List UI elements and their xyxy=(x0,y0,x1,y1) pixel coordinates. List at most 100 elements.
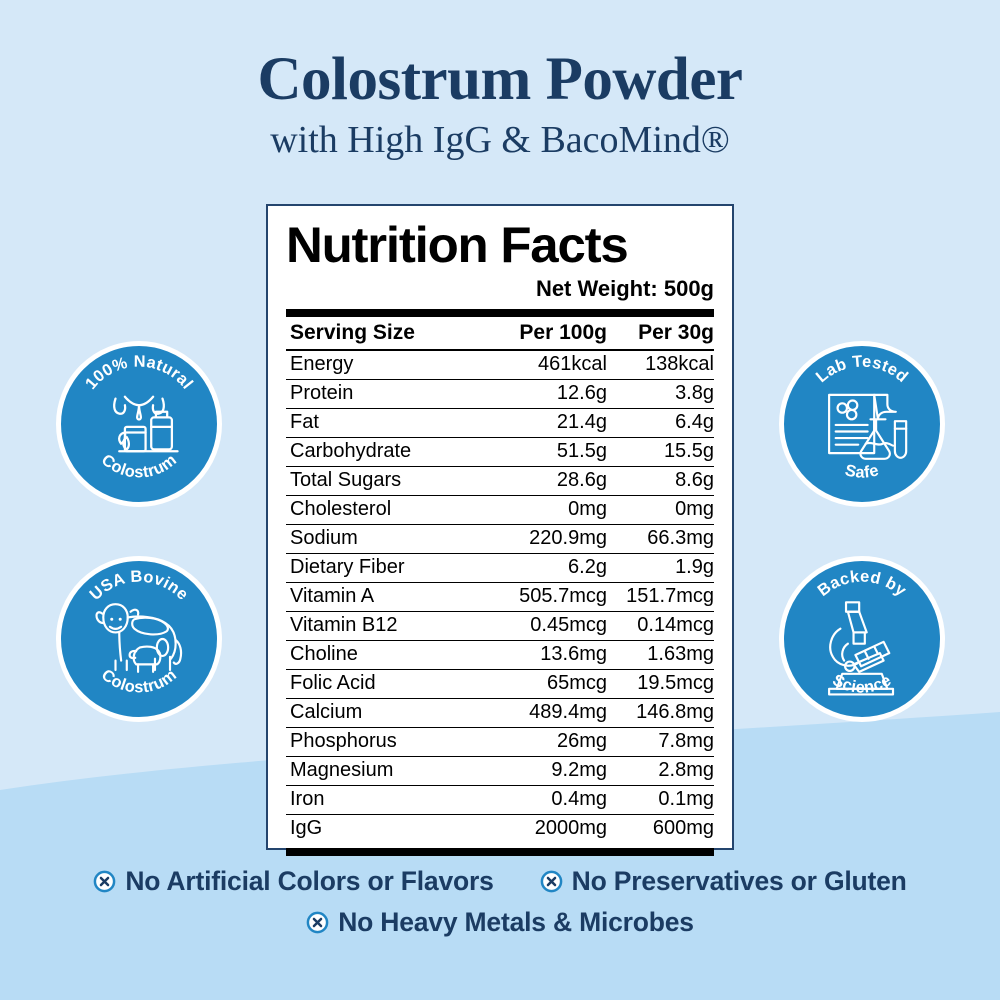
page-title: Colostrum Powder xyxy=(257,46,743,113)
table-row: Vitamin B12 0.45mcg 0.14mcg xyxy=(286,611,714,641)
cell-per-30g: 8.6g xyxy=(606,466,714,496)
badge-usa-bovine-colostrum: USA Bovine Colostrum xyxy=(56,556,222,722)
table-row: Calcium 489.4mg 146.8mg xyxy=(286,698,714,728)
badge-natural-top-text: 100% Natural xyxy=(82,353,197,393)
cell-name: Total Sugars xyxy=(286,466,483,496)
table-row: Dietary Fiber 6.2g 1.9g xyxy=(286,553,714,583)
cell-per-100g: 505.7mcg xyxy=(482,582,607,612)
cell-name: Iron xyxy=(286,785,483,815)
table-header-row: Serving Size Per 100g Per 30g xyxy=(286,319,714,351)
cell-per-100g: 65mcg xyxy=(482,669,607,699)
claims-row-1: No Artificial Colors or Flavors No Preser… xyxy=(0,866,1000,897)
claim-text: No Preservatives or Gluten xyxy=(571,866,907,896)
badge-natural-bottom-text: Colostrum xyxy=(98,451,180,482)
page-subtitle: with High IgG & BacoMind® xyxy=(270,119,730,162)
badge-100-percent-natural-colostrum: 100% Natural Colostrum xyxy=(56,341,222,507)
cell-per-100g: 13.6mg xyxy=(482,640,607,670)
cell-name: Calcium xyxy=(286,698,483,728)
table-row: Vitamin A 505.7mcg 151.7mcg xyxy=(286,582,714,612)
footer-divider-rule xyxy=(286,848,714,856)
column-header-serving-size: Serving Size xyxy=(286,319,483,351)
badge-natural-graphic: 100% Natural Colostrum xyxy=(82,353,197,482)
table-row: Magnesium 9.2mg 2.8mg xyxy=(286,756,714,786)
cell-per-100g: 6.2g xyxy=(482,553,607,583)
table-row: Fat 21.4g 6.4g xyxy=(286,408,714,438)
cell-name: Energy xyxy=(286,350,483,380)
table-row: Folic Acid 65mcg 19.5mcg xyxy=(286,669,714,699)
net-weight-label: Net Weight: 500g xyxy=(535,276,714,301)
lab-report-flask-icon xyxy=(828,393,908,460)
badge-science-graphic: Backed by Science xyxy=(814,568,910,697)
table-row: Iron 0.4mg 0.1mg xyxy=(286,785,714,815)
table-body: Energy 461kcal 138kcal Protein 12.6g 3.8g Fat 2… xyxy=(286,350,714,843)
circled-x-icon xyxy=(93,870,116,893)
cell-per-30g: 2.8mg xyxy=(606,756,714,786)
badge-lab-graphic: Lab Tested Safe xyxy=(813,353,912,482)
claim-text: No Artificial Colors or Flavors xyxy=(125,866,494,896)
cell-name: Carbohydrate xyxy=(286,437,483,467)
cell-name: Folic Acid xyxy=(286,669,483,699)
cell-per-100g: 0.4mg xyxy=(482,785,607,815)
badge-bovine-top-text: USA Bovine xyxy=(86,568,192,604)
milk-jug-udder-icon xyxy=(113,395,179,453)
background-bottom-band xyxy=(0,712,1000,1000)
cell-per-100g: 0mg xyxy=(482,495,607,525)
table-row: IgG 2000mg 600mg xyxy=(286,815,714,844)
cell-name: Vitamin B12 xyxy=(286,611,483,641)
cell-name: Dietary Fiber xyxy=(286,553,483,583)
badge-lab-tested-safe: Lab Tested Safe xyxy=(779,341,945,507)
cow-and-calf-icon xyxy=(95,603,183,673)
cell-name: Protein xyxy=(286,379,483,409)
table-row: Carbohydrate 51.5g 15.5g xyxy=(286,437,714,467)
cell-per-100g: 9.2mg xyxy=(482,756,607,786)
claims-row-2: No Heavy Metals & Microbes xyxy=(0,907,1000,938)
cell-per-30g: 1.9g xyxy=(606,553,714,583)
cell-per-100g: 489.4mg xyxy=(482,698,607,728)
cell-name: Choline xyxy=(286,640,483,670)
cell-per-30g: 3.8g xyxy=(606,379,714,409)
cell-per-100g: 26mg xyxy=(482,727,607,757)
cell-per-30g: 7.8mg xyxy=(606,727,714,757)
cell-per-100g: 0.45mcg xyxy=(482,611,607,641)
cell-name: IgG xyxy=(290,817,323,839)
page-header: Colostrum Powder with High IgG & BacoMin… xyxy=(0,48,1000,165)
cell-per-30g: 15.5g xyxy=(606,437,714,467)
claim-item: No Heavy Metals & Microbes xyxy=(306,907,694,938)
nutrition-facts-card: Nutrition Facts Net Weight: 500g Serving… xyxy=(266,204,734,856)
table-row: Total Sugars 28.6g 8.6g xyxy=(286,466,714,496)
cell-per-100g: 461kcal xyxy=(482,350,607,380)
cell-per-100g: 21.4g xyxy=(482,408,607,438)
nutrition-facts-title: Nutrition Facts xyxy=(286,217,629,273)
header-divider-rule xyxy=(286,309,714,317)
cell-per-100g: 12.6g xyxy=(482,379,607,409)
cell-name: Cholesterol xyxy=(286,495,483,525)
table-row: Cholesterol 0mg 0mg xyxy=(286,495,714,525)
claim-item: No Artificial Colors or Flavors xyxy=(93,866,494,897)
microscope-icon xyxy=(828,601,895,696)
badge-science-top-text: Backed by xyxy=(814,568,910,601)
table-row: Phosphorus 26mg 7.8mg xyxy=(286,727,714,757)
table-header: Serving Size Per 100g Per 30g xyxy=(286,319,714,351)
cell-per-100g: 2000mg xyxy=(534,817,607,839)
cell-name: Vitamin A xyxy=(286,582,483,612)
cell-per-30g: 6.4g xyxy=(606,408,714,438)
cell-per-30g: 0mg xyxy=(606,495,714,525)
badge-bovine-graphic: USA Bovine Colostrum xyxy=(86,568,192,697)
cell-per-30g: 1.63mg xyxy=(606,640,714,670)
nutrition-facts-table: Serving Size Per 100g Per 30g Energy 461k… xyxy=(286,319,714,843)
badge-lab-top-text: Lab Tested xyxy=(813,353,912,387)
badge-lab-bottom-text: Safe xyxy=(843,461,881,482)
cell-per-30g: 138kcal xyxy=(606,350,714,380)
cell-per-30g: 151.7mcg xyxy=(606,582,714,612)
column-header-per-30g: Per 30g xyxy=(606,319,714,351)
cell-per-30g: 19.5mcg xyxy=(606,669,714,699)
cell-per-30g: 0.1mg xyxy=(606,785,714,815)
cell-per-100g: 28.6g xyxy=(482,466,607,496)
table-row: Choline 13.6mg 1.63mg xyxy=(286,640,714,670)
cell-name: Magnesium xyxy=(286,756,483,786)
column-header-per-100g: Per 100g xyxy=(482,319,607,351)
table-row: Sodium 220.9mg 66.3mg xyxy=(286,524,714,554)
claim-text: No Heavy Metals & Microbes xyxy=(338,907,694,937)
claims-section: No Artificial Colors or Flavors No Preser… xyxy=(0,866,1000,938)
cell-per-30g: 600mg xyxy=(652,817,714,839)
